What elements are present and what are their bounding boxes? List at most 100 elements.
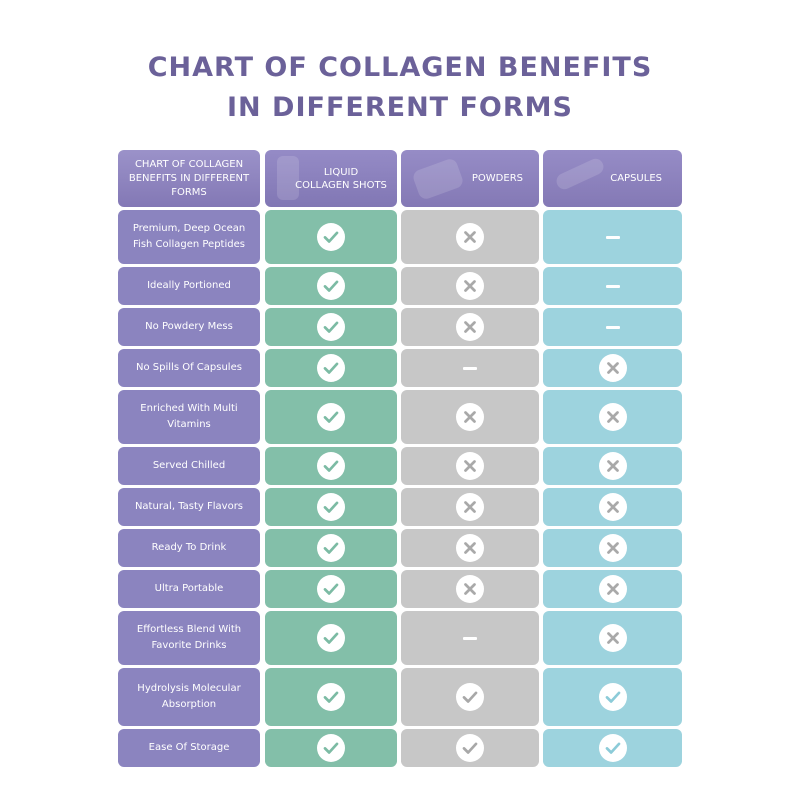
check-icon [317, 575, 345, 603]
header-capsules: CAPSULES [543, 150, 682, 207]
check-icon [317, 624, 345, 652]
capsules-value-cell [543, 668, 682, 726]
check-icon [317, 354, 345, 382]
capsules-value-cell [543, 349, 682, 387]
capsules-value-cell [543, 729, 682, 767]
check-icon [317, 272, 345, 300]
feature-label: Hydrolysis Molecular Absorption [137, 683, 241, 710]
powders-value-cell [401, 349, 539, 387]
dash-icon [463, 366, 477, 370]
powders-decoration [411, 157, 465, 201]
feature-cell: Enriched With Multi Vitamins [118, 390, 260, 444]
check-icon [317, 734, 345, 762]
header-powders-text: POWDERS [471, 173, 523, 184]
cross-icon [456, 403, 484, 431]
cross-icon [456, 575, 484, 603]
capsules-value-cell [543, 488, 682, 526]
powders-value-cell [401, 570, 539, 608]
feature-cell: Ready To Drink [118, 529, 260, 567]
feature-label: No Spills Of Capsules [136, 362, 242, 373]
feature-cell: Ultra Portable [118, 570, 260, 608]
liquid-value-cell [265, 668, 397, 726]
liquid-value-cell [265, 447, 397, 485]
capsules-value-cell [543, 390, 682, 444]
header-label-cell: CHART OF COLLAGEN BENEFITS IN DIFFERENT … [118, 150, 260, 207]
check-icon [598, 734, 627, 762]
header-powders: POWDERS [401, 150, 539, 207]
capsules-value-cell [543, 267, 682, 305]
feature-label: Ease Of Storage [148, 742, 230, 753]
feature-label: Served Chilled [152, 460, 226, 471]
liquid-value-cell [265, 210, 397, 264]
feature-cell: Ideally Portioned [118, 267, 260, 305]
check-icon [317, 683, 345, 711]
powders-value-cell [401, 390, 539, 444]
header-label-text: CHART OF COLLAGEN BENEFITS IN DIFFERENT … [128, 158, 250, 198]
dash-icon [605, 235, 620, 239]
liquid-value-cell [265, 488, 397, 526]
cross-icon [456, 534, 484, 562]
liquid-value-cell [265, 390, 397, 444]
feature-cell: Natural, Tasty Flavors [118, 488, 260, 526]
feature-cell: No Powdery Mess [118, 308, 260, 346]
capsules-value-cell [543, 529, 682, 567]
capsules-value-cell [543, 447, 682, 485]
cross-icon [598, 624, 627, 652]
dash-icon [605, 325, 620, 329]
feature-cell: Effortless Blend With Favorite Drinks [118, 611, 260, 665]
feature-label: Premium, Deep Ocean Fish Collagen Peptid… [132, 223, 246, 250]
feature-cell: Premium, Deep Ocean Fish Collagen Peptid… [118, 210, 260, 264]
feature-label: Enriched With Multi Vitamins [140, 403, 238, 430]
capsules-value-cell [543, 570, 682, 608]
cross-icon [598, 534, 627, 562]
powders-value-cell [401, 308, 539, 346]
check-icon [317, 452, 345, 480]
cross-icon [598, 452, 627, 480]
powders-value-cell [401, 488, 539, 526]
capsules-value-cell [543, 210, 682, 264]
check-icon [598, 683, 627, 711]
header-liquid-text: LIQUID COLLAGEN SHOTS [295, 166, 387, 191]
check-icon [317, 493, 345, 521]
cross-icon [598, 354, 627, 382]
capsules-value-cell [543, 611, 682, 665]
header-capsules-text: CAPSULES [610, 173, 662, 184]
cross-icon [598, 403, 627, 431]
powders-value-cell [401, 729, 539, 767]
capsules-value-cell [543, 308, 682, 346]
liquid-value-cell [265, 349, 397, 387]
feature-cell: Hydrolysis Molecular Absorption [118, 668, 260, 726]
feature-label: Ready To Drink [151, 542, 227, 553]
feature-label: Ultra Portable [154, 583, 224, 594]
powders-value-cell [401, 267, 539, 305]
liquid-value-cell [265, 308, 397, 346]
feature-label: Natural, Tasty Flavors [134, 501, 244, 512]
liquid-value-cell [265, 729, 397, 767]
feature-cell: Served Chilled [118, 447, 260, 485]
capsules-decoration [553, 156, 607, 192]
feature-cell: No Spills Of Capsules [118, 349, 260, 387]
cross-icon [456, 452, 484, 480]
cross-icon [598, 493, 627, 521]
cross-icon [456, 272, 484, 300]
check-icon [456, 683, 484, 711]
check-icon [317, 223, 345, 251]
feature-label: Ideally Portioned [147, 280, 231, 291]
chart-title-line-2: IN DIFFERENT FORMS [227, 92, 573, 123]
cross-icon [456, 313, 484, 341]
check-icon [317, 403, 345, 431]
check-icon [456, 734, 484, 762]
check-icon [317, 534, 345, 562]
cross-icon [598, 575, 627, 603]
powders-value-cell [401, 611, 539, 665]
powders-value-cell [401, 210, 539, 264]
liquid-decoration [277, 156, 299, 200]
header-liquid: LIQUID COLLAGEN SHOTS [265, 150, 397, 207]
dash-icon [463, 636, 477, 640]
cross-icon [456, 223, 484, 251]
chart-title-line-1: CHART OF COLLAGEN BENEFITS [147, 52, 653, 83]
check-icon [317, 313, 345, 341]
powders-value-cell [401, 447, 539, 485]
powders-value-cell [401, 529, 539, 567]
liquid-value-cell [265, 529, 397, 567]
